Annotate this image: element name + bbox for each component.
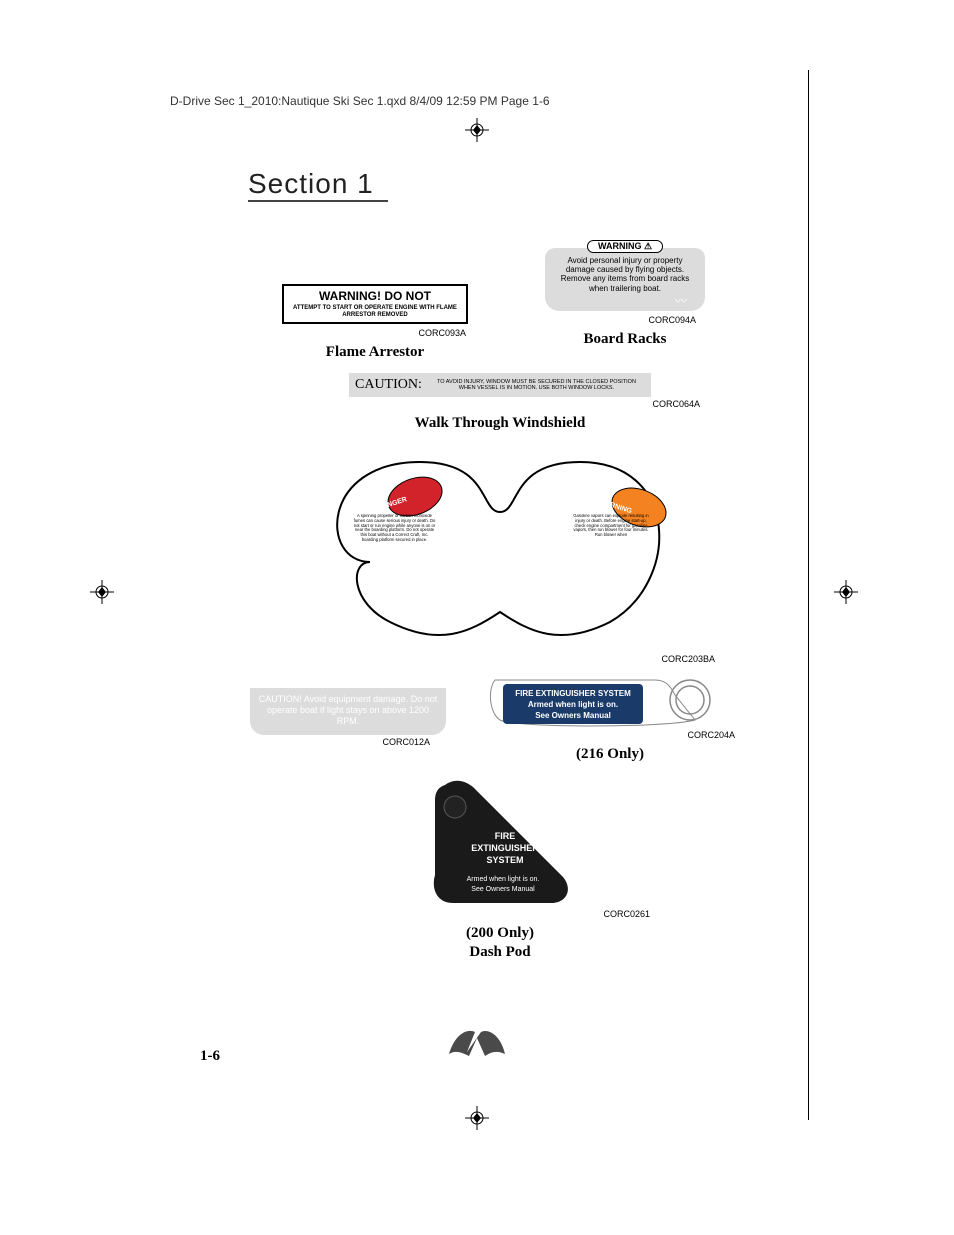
- dash-oval-code: CORC203BA: [285, 654, 715, 664]
- svg-text:Armed when light is on.: Armed when light is on.: [467, 876, 540, 883]
- svg-text:See Owners Manual: See Owners Manual: [471, 886, 535, 893]
- caution-012-box: CAUTION! Avoid equipment damage. Do not …: [250, 688, 446, 734]
- wave-icon: 〰: [675, 292, 687, 309]
- content-area: WARNING! DO NOT ATTEMPT TO START OR OPER…: [250, 230, 750, 961]
- svg-text:SYSTEM: SYSTEM: [486, 855, 523, 865]
- page: D-Drive Sec 1_2010:Nautique Ski Sec 1.qx…: [0, 0, 954, 1235]
- board-racks-label: WARNING ⚠ Avoid personal injury or prope…: [545, 230, 705, 311]
- registration-mark-left: [90, 580, 120, 609]
- fire-200-caption-model: (200 Only): [250, 925, 750, 942]
- section-underline: [248, 200, 388, 202]
- header-line: D-Drive Sec 1_2010:Nautique Ski Sec 1.qx…: [170, 94, 550, 108]
- fire-200-block: FIRE EXTINGUISHER SYSTEM Armed when ligh…: [250, 777, 750, 961]
- board-racks-head: WARNING ⚠: [587, 240, 663, 253]
- registration-mark-top: [465, 118, 489, 147]
- section-title-text: Section 1: [248, 168, 374, 199]
- walk-through-code: CORC064A: [300, 399, 700, 409]
- flame-arrestor-title: WARNING! DO NOT: [319, 289, 431, 303]
- walk-through-caption: Walk Through Windshield: [250, 415, 750, 432]
- caution-012-code: CORC012A: [250, 737, 430, 747]
- dash-oval: ⚠ DANGER A spinning propeller or carbon …: [310, 442, 690, 652]
- fire-216-col: FIRE EXTINGUISHER SYSTEM Armed when ligh…: [470, 670, 750, 763]
- dash-pod-caption: Dash Pod: [250, 944, 750, 961]
- fire216-l1: FIRE EXTINGUISHER SYSTEM: [515, 689, 631, 698]
- nautique-logo-icon: [447, 1024, 507, 1070]
- walk-through-text: TO AVOID INJURY, WINDOW MUST BE SECURED …: [428, 379, 645, 392]
- registration-mark-right: [834, 580, 864, 609]
- dash-danger-text: A spinning propeller or carbon monoxide …: [352, 514, 437, 543]
- svg-text:FIRE: FIRE: [495, 831, 516, 841]
- dash-warning-text: Gasoline vapors can explode resulting in…: [572, 514, 650, 538]
- fire-216-code: CORC204A: [485, 730, 735, 740]
- trim-line-right: [808, 70, 809, 1120]
- flame-arrestor-code: CORC093A: [250, 328, 496, 338]
- registration-mark-bottom: [465, 1106, 489, 1135]
- fire216-l3: See Owners Manual: [535, 711, 611, 720]
- board-racks-code: CORC094A: [500, 315, 746, 325]
- board-racks-head-text: WARNING: [598, 241, 642, 251]
- caution-012-col: CAUTION! Avoid equipment damage. Do not …: [250, 670, 470, 763]
- row-1: WARNING! DO NOT ATTEMPT TO START OR OPER…: [250, 230, 750, 361]
- warning-triangle-icon: ⚠: [644, 241, 652, 251]
- walk-through-caution: CAUTION:: [355, 377, 422, 393]
- fire-200-label: FIRE EXTINGUISHER SYSTEM Armed when ligh…: [425, 777, 575, 907]
- board-racks-caption: Board Racks: [500, 331, 750, 348]
- walk-through-block: CAUTION: TO AVOID INJURY, WINDOW MUST BE…: [250, 373, 750, 432]
- caution-012-text: CAUTION! Avoid equipment damage. Do not …: [259, 694, 437, 726]
- page-number: 1-6: [200, 1048, 220, 1065]
- fire216-l2: Armed when light is on.: [528, 700, 618, 709]
- flame-arrestor-caption: Flame Arrestor: [250, 344, 500, 361]
- svg-text:EXTINGUISHER: EXTINGUISHER: [471, 843, 539, 853]
- fire-216-label: FIRE EXTINGUISHER SYSTEM Armed when ligh…: [485, 670, 735, 730]
- flame-arrestor-col: WARNING! DO NOT ATTEMPT TO START OR OPER…: [250, 230, 500, 361]
- board-racks-col: WARNING ⚠ Avoid personal injury or prope…: [500, 230, 750, 361]
- fire-200-code: CORC0261: [350, 909, 650, 919]
- fire-216-caption: (216 Only): [470, 746, 750, 763]
- row-3: CAUTION! Avoid equipment damage. Do not …: [250, 670, 750, 763]
- walk-through-box: CAUTION: TO AVOID INJURY, WINDOW MUST BE…: [349, 373, 651, 397]
- flame-arrestor-box: WARNING! DO NOT ATTEMPT TO START OR OPER…: [282, 284, 468, 324]
- flame-arrestor-sub: ATTEMPT TO START OR OPERATE ENGINE WITH …: [290, 305, 460, 318]
- section-title: Section 1: [248, 168, 374, 200]
